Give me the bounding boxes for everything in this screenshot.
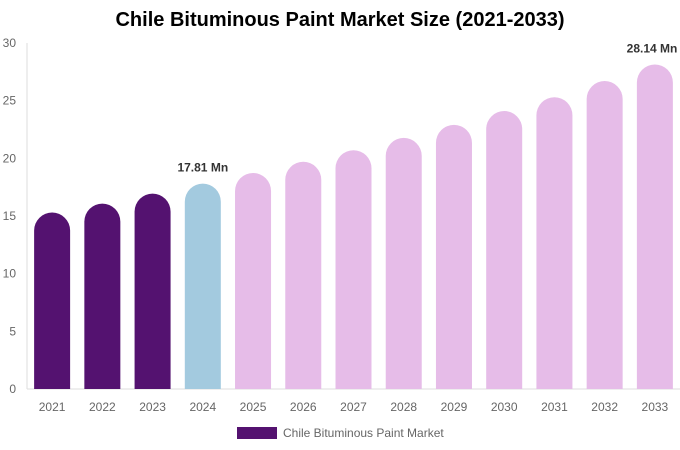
bar-2030: [486, 111, 523, 389]
bar-2022: [84, 203, 121, 389]
x-tick-label: 2027: [340, 400, 367, 414]
legend[interactable]: Chile Bituminous Paint Market: [237, 426, 444, 440]
bar-2021: [34, 212, 71, 389]
bar-2024: [184, 183, 221, 389]
bar-2025: [235, 172, 272, 389]
y-tick-label: 10: [3, 267, 17, 281]
x-tick-label: 2022: [89, 400, 116, 414]
chart-title: Chile Bituminous Paint Market Size (2021…: [115, 9, 565, 31]
y-tick-label: 20: [3, 151, 17, 165]
bar-2032: [586, 81, 623, 389]
y-tick-label: 25: [3, 94, 17, 108]
x-tick-label: 2033: [642, 400, 669, 414]
bar-2027: [335, 150, 372, 389]
y-tick-label: 15: [3, 209, 17, 223]
bar-2029: [435, 124, 472, 390]
legend-label: Chile Bituminous Paint Market: [283, 426, 444, 440]
x-tick-label: 2026: [290, 400, 317, 414]
bar-2033: [636, 64, 673, 390]
y-tick-label: 30: [3, 36, 17, 50]
y-tick-label: 0: [9, 382, 16, 396]
x-tick-label: 2024: [189, 400, 216, 414]
bar-2023: [134, 193, 171, 389]
x-tick-label: 2021: [39, 400, 66, 414]
x-tick-label: 2025: [240, 400, 267, 414]
x-tick-label: 2031: [541, 400, 568, 414]
x-tick-label: 2029: [441, 400, 468, 414]
x-tick-label: 2028: [390, 400, 417, 414]
data-label-2033: 28.14 Mn: [627, 41, 678, 55]
x-tick-label: 2030: [491, 400, 518, 414]
x-tick-label: 2023: [139, 400, 166, 414]
bar-2028: [385, 137, 422, 389]
data-label-2024: 17.81 Mn: [177, 161, 228, 175]
y-tick-label: 5: [9, 324, 16, 338]
x-tick-label: 2032: [591, 400, 618, 414]
bar-2026: [285, 161, 322, 389]
bar-2031: [536, 97, 573, 389]
legend-swatch: [237, 427, 277, 439]
